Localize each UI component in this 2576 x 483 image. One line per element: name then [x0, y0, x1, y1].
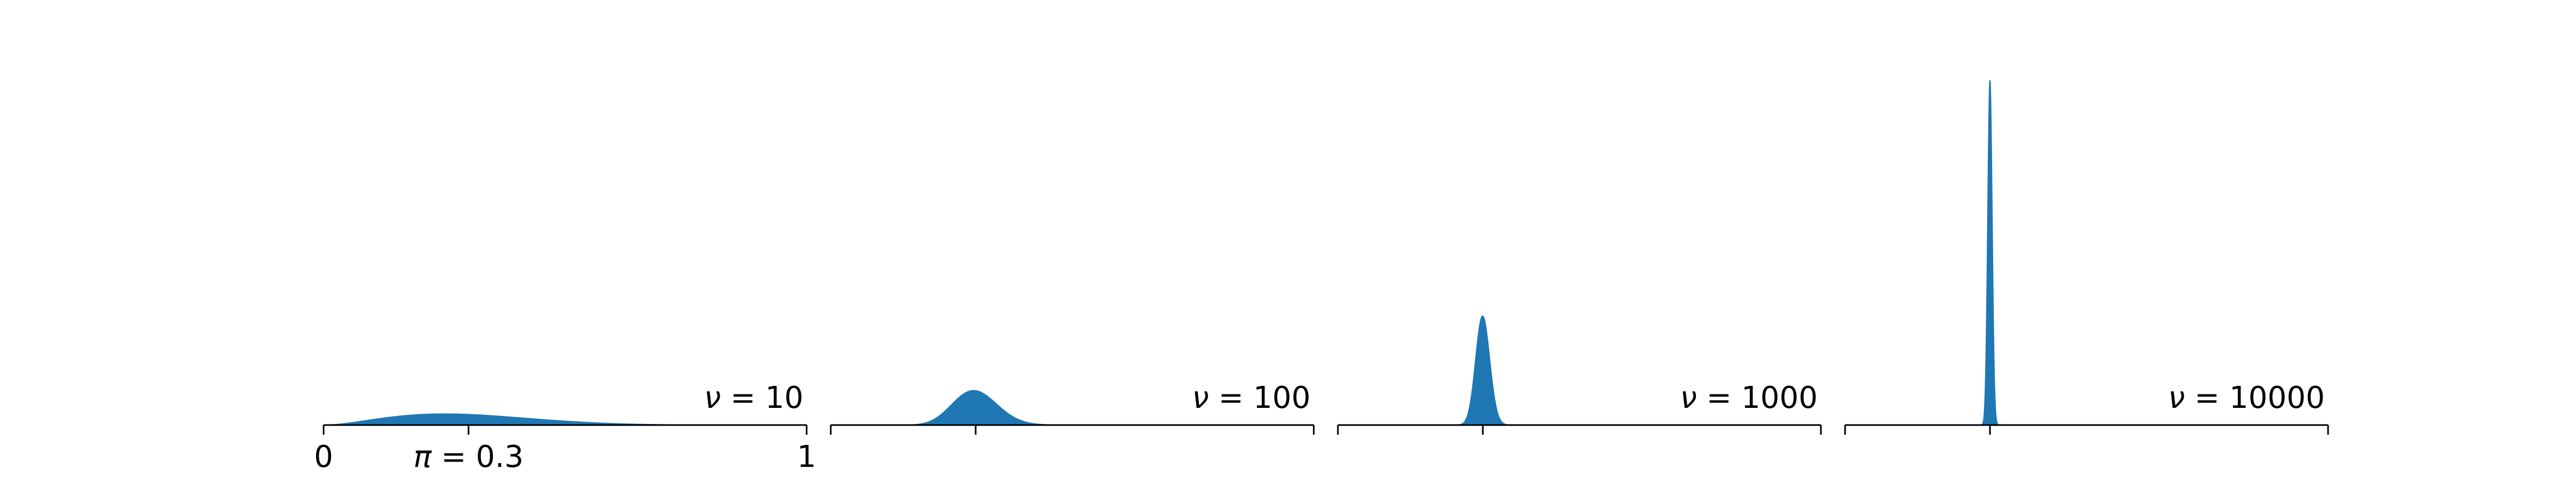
panel-2: ν = 100	[830, 380, 1315, 435]
panel-4: ν = 10000	[1844, 80, 2329, 435]
density-area-1	[324, 413, 807, 426]
nu-symbol-3: ν	[1680, 380, 1697, 415]
tick-label-1: 1	[797, 440, 816, 474]
nu-value-3: = 1000	[1697, 380, 1818, 415]
density-area-4	[1845, 80, 2328, 426]
pi-annotation: π = 0.3	[413, 440, 523, 474]
nu-value-2: = 100	[1209, 380, 1311, 415]
nu-symbol-2: ν	[1192, 380, 1209, 415]
nu-value-4: = 10000	[2185, 380, 2325, 415]
panel-label-2: ν = 100	[1192, 380, 1311, 415]
pi-symbol: π	[413, 440, 432, 474]
tick-label-0: 0	[314, 440, 333, 474]
pi-value: = 0.3	[431, 440, 524, 474]
nu-value-1: = 10	[721, 380, 803, 415]
nu-symbol-1: ν	[704, 380, 721, 415]
panel-label-3: ν = 1000	[1680, 380, 1818, 415]
nu-symbol-4: ν	[2168, 380, 2185, 415]
panel-1: 0 1 π = 0.3 ν = 10	[314, 380, 816, 474]
panel-label-4: ν = 10000	[2168, 380, 2325, 415]
panel-3: ν = 1000	[1337, 315, 1822, 435]
panel-label-1: ν = 10	[704, 380, 803, 415]
